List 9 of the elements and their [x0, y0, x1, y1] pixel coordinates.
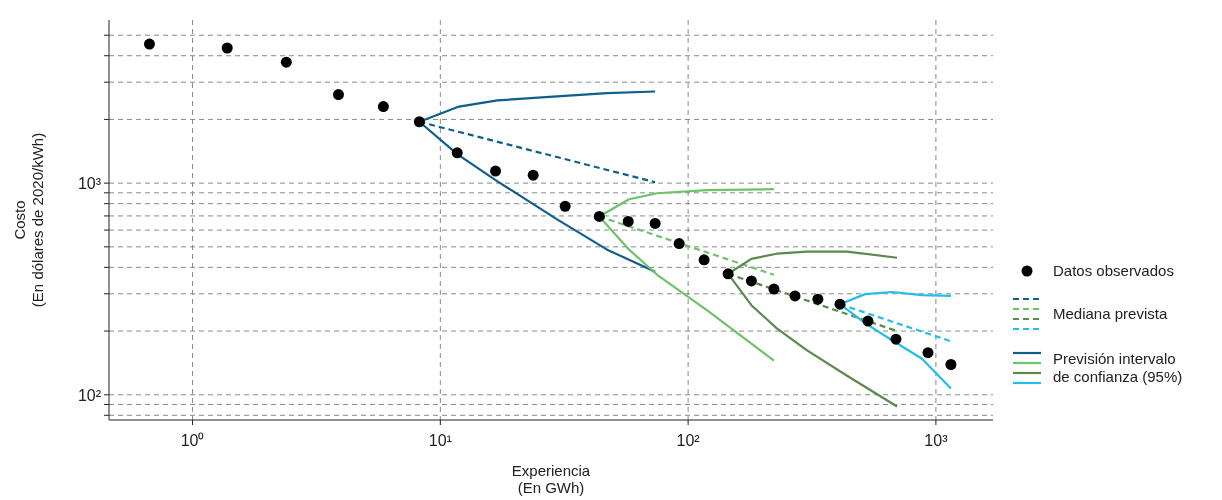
x-tick-label: 10² — [676, 432, 701, 449]
x-tick-label: 10⁰ — [180, 432, 205, 449]
y-axis-title: Costo (En dólares de 2020/kWh) — [11, 132, 46, 308]
x-tick-label: 10³ — [924, 432, 949, 449]
legend-label: Previsión intervalo de confianza (95%) — [1053, 350, 1183, 385]
legend-label: Datos observados — [1053, 262, 1174, 279]
x-tick-label: 10¹ — [428, 432, 452, 449]
x-axis-title: Experiencia (En GWh) — [511, 462, 591, 496]
legend-label: Mediana prevista — [1053, 305, 1168, 322]
